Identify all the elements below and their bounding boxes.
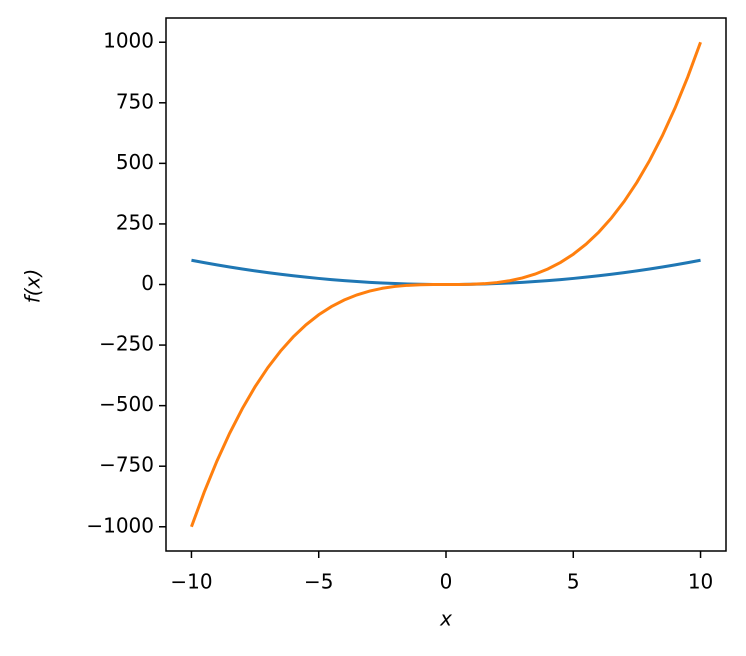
x-axis-label: x bbox=[439, 607, 452, 631]
y-tick-label: 0 bbox=[141, 271, 154, 295]
y-tick-label: −250 bbox=[99, 332, 154, 356]
x-tick-label: 10 bbox=[688, 570, 713, 594]
plot-frame bbox=[165, 17, 727, 552]
y-tick-label: 500 bbox=[116, 150, 154, 174]
x-tick-label: 0 bbox=[440, 570, 453, 594]
y-tick-label: 250 bbox=[116, 210, 154, 234]
y-axis-label: f(x) bbox=[21, 269, 45, 303]
x-tick-label: 5 bbox=[567, 570, 580, 594]
x-tick-label: −5 bbox=[304, 570, 333, 594]
y-tick-label: 750 bbox=[116, 89, 154, 113]
y-tick-label: −1000 bbox=[86, 513, 154, 537]
y-tick-label: 1000 bbox=[103, 29, 154, 53]
x-tick-label: −10 bbox=[170, 570, 212, 594]
y-tick-label: −750 bbox=[99, 453, 154, 477]
line bbox=[190, 41, 702, 528]
line bbox=[191, 258, 701, 287]
y-tick-label: −500 bbox=[99, 392, 154, 416]
